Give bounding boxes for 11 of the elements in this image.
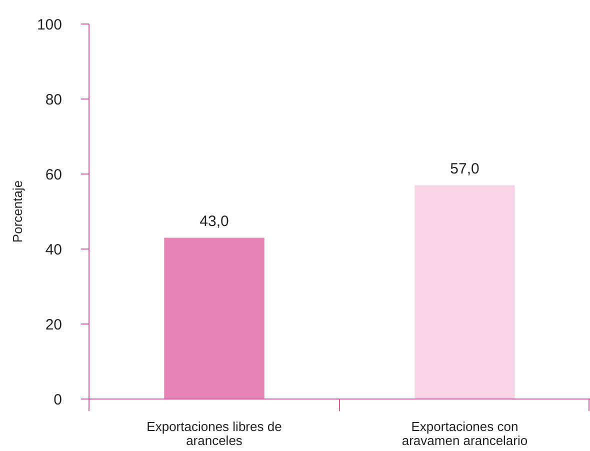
data-label: 43,0 xyxy=(200,212,229,230)
x-tick-label: Exportaciones con aravamen arancelario xyxy=(402,419,528,448)
y-tick-label: 80 xyxy=(45,91,62,108)
y-tick-label: 20 xyxy=(45,316,62,334)
data-label: 57,0 xyxy=(450,160,480,178)
y-tick-label: 40 xyxy=(45,241,62,258)
y-axis-title: Porcentaje xyxy=(10,180,25,243)
y-tick-label: 100 xyxy=(36,16,62,34)
y-tick-label: 0 xyxy=(54,391,62,408)
y-tick-label: 60 xyxy=(45,166,62,184)
x-tick-label: Exportaciones libres de aranceles xyxy=(146,419,282,448)
